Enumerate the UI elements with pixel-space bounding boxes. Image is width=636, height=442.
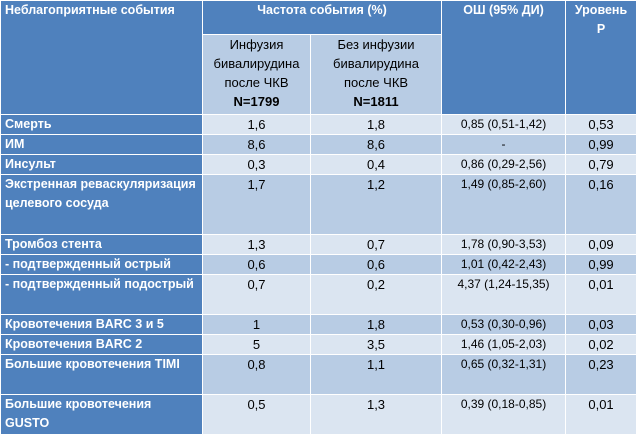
header-p-level: Уровень Р (565, 0, 636, 115)
row-p-value: 0,09 (565, 234, 636, 255)
subheader-a-line3: после ЧКВ (224, 75, 289, 90)
row-infusion-value: 0,6 (202, 254, 311, 275)
row-p-value: 0,01 (565, 394, 636, 435)
row-no-infusion-value: 1,1 (309, 354, 443, 395)
row-p-value: 0,99 (565, 254, 636, 275)
row-no-infusion-value: 8,6 (309, 134, 443, 155)
table-body: Смерть 1,6 1,8 0,85 (0,51-1,42) 0,53 ИМ 8,6 8,6… (0, 114, 636, 435)
row-infusion-value: 0,3 (202, 154, 311, 175)
subheader-bivalirudin-infusion: Инфузия бивалирудина после ЧКВ N=1799 (202, 34, 311, 115)
subheader-a-n: N=1799 (233, 94, 280, 109)
row-infusion-value: 1,7 (202, 174, 311, 235)
subheader-b-line1: Без инфузии (337, 37, 415, 52)
row-infusion-value: 1 (202, 314, 311, 335)
row-infusion-value: 8,6 (202, 134, 311, 155)
row-odds-ratio: 1,49 (0,85-2,60) (441, 174, 567, 235)
row-p-value: 0,02 (565, 334, 636, 355)
row-p-value: 0,01 (565, 274, 636, 315)
row-event-label: Кровотечения BARC 3 и 5 (0, 314, 203, 335)
subheader-b-n: N=1811 (353, 94, 399, 109)
header-event: Неблагоприятные события (0, 0, 203, 115)
table-row: - подтвержденный острый 0,6 0,6 1,01 (0,42-… (0, 254, 636, 275)
row-p-value: 0,23 (565, 354, 636, 395)
row-infusion-value: 0,5 (202, 394, 311, 435)
row-no-infusion-value: 0,4 (309, 154, 443, 175)
row-no-infusion-value: 3,5 (309, 334, 443, 355)
row-odds-ratio: 0,65 (0,32-1,31) (441, 354, 567, 395)
row-no-infusion-value: 1,8 (309, 114, 443, 135)
row-event-label: Кровотечения BARC 2 (0, 334, 203, 355)
table-row: Большие кровотечения TIMI 0,8 1,1 0,65 (0,3… (0, 354, 636, 395)
row-odds-ratio: 1,46 (1,05-2,03) (441, 334, 567, 355)
row-event-label: - подтвержденный подострый (0, 274, 203, 315)
row-odds-ratio: 1,78 (0,90-3,53) (441, 234, 567, 255)
row-p-value: 0,79 (565, 154, 636, 175)
row-odds-ratio: 0,39 (0,18-0,85) (441, 394, 567, 435)
subheader-a-line2: бивалирудина (213, 56, 300, 71)
row-odds-ratio: 0,86 (0,29-2,56) (441, 154, 567, 175)
subheader-a-line1: Инфузия (229, 37, 284, 52)
row-p-value: 0,16 (565, 174, 636, 235)
row-p-value: 0,99 (565, 134, 636, 155)
row-no-infusion-value: 0,7 (309, 234, 443, 255)
row-odds-ratio: - (441, 134, 567, 155)
row-no-infusion-value: 1,8 (309, 314, 443, 335)
row-event-label: Тромбоз стента (0, 234, 203, 255)
row-event-label: Смерть (0, 114, 203, 135)
row-p-value: 0,53 (565, 114, 636, 135)
table-row: Инсульт 0,3 0,4 0,86 (0,29-2,56) 0,79 (0, 154, 636, 175)
table-row: Кровотечения BARC 2 5 3,5 1,46 (1,05-2,03) 0… (0, 334, 636, 355)
row-event-label: Экстренная реваскуляризация целевого сос… (0, 174, 203, 235)
row-event-label: - подтвержденный острый (0, 254, 203, 275)
row-event-label: ИМ (0, 134, 203, 155)
row-p-value: 0,03 (565, 314, 636, 335)
row-event-label: Инсульт (0, 154, 203, 175)
row-infusion-value: 1,6 (202, 114, 311, 135)
row-no-infusion-value: 1,3 (309, 394, 443, 435)
row-odds-ratio: 1,01 (0,42-2,43) (441, 254, 567, 275)
header-frequency: Частота события (%) (201, 0, 443, 35)
table-row: ИМ 8,6 8,6-0,99 (0, 134, 636, 155)
table-row: Тромбоз стента 1,3 0,7 1,78 (0,90-3,53) 0,09 (0, 234, 636, 255)
row-infusion-value: 0,7 (202, 274, 311, 315)
row-odds-ratio: 0,85 (0,51-1,42) (441, 114, 567, 135)
row-odds-ratio: 0,53 (0,30-0,96) (441, 314, 567, 335)
table-row: Кровотечения BARC 3 и 5 1 1,8 0,53 (0,30-0,… (0, 314, 636, 335)
subheader-no-infusion: Без инфузии бивалирудина после ЧКВ N=181… (309, 34, 443, 115)
row-no-infusion-value: 0,2 (309, 274, 443, 315)
row-infusion-value: 1,3 (202, 234, 311, 255)
table-row: - подтвержденный подострый 0,7 0,2 4,37 (1,… (0, 274, 636, 315)
row-no-infusion-value: 1,2 (309, 174, 443, 235)
row-event-label: Большие кровотечения TIMI (0, 354, 203, 395)
table-row: Большие кровотечения GUSTO 0,5 1,3 0,39 (0,… (0, 394, 636, 435)
row-infusion-value: 5 (202, 334, 311, 355)
header-odds-ratio: ОШ (95% ДИ) (441, 0, 567, 115)
row-no-infusion-value: 0,6 (309, 254, 443, 275)
table-row: Смерть 1,6 1,8 0,85 (0,51-1,42) 0,53 (0, 114, 636, 135)
row-infusion-value: 0,8 (202, 354, 311, 395)
row-odds-ratio: 4,37 (1,24-15,35) (441, 274, 567, 315)
row-event-label: Большие кровотечения GUSTO (0, 394, 203, 435)
table-row: Экстренная реваскуляризация целевого сос… (0, 174, 636, 235)
subheader-b-line2: бивалирудина (333, 56, 419, 71)
subheader-b-line3: после ЧКВ (343, 75, 409, 90)
